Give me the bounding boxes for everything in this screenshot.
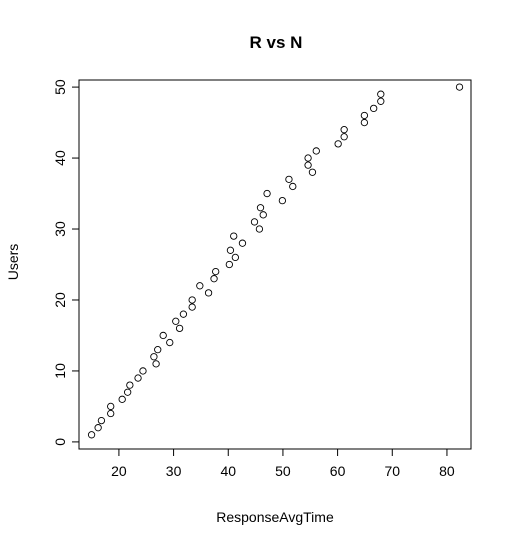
- data-point: [377, 97, 385, 105]
- data-point: [124, 388, 132, 396]
- data-point: [278, 196, 287, 205]
- data-point: [188, 296, 196, 304]
- data-point: [134, 374, 142, 382]
- x-tick-label: 20: [111, 463, 127, 479]
- data-point: [188, 303, 196, 311]
- data-point: [255, 225, 264, 233]
- data-point: [166, 338, 174, 347]
- data-point: [340, 126, 348, 134]
- data-point: [256, 204, 265, 212]
- x-axis: 20 30 40 50 60 70 80: [111, 448, 455, 479]
- chart-title: R vs N: [250, 33, 303, 52]
- data-point: [238, 239, 247, 247]
- data-point: [87, 431, 96, 439]
- x-tick-label: 60: [330, 463, 346, 479]
- data-point: [370, 104, 378, 113]
- data-point: [126, 381, 134, 389]
- y-tick-label: 0: [52, 438, 68, 446]
- data-point: [230, 232, 238, 240]
- data-point: [139, 367, 147, 375]
- data-point: [212, 267, 220, 276]
- data-point: [250, 218, 259, 226]
- data-point: [340, 133, 348, 141]
- x-tick-label: 30: [166, 463, 182, 479]
- y-tick-label: 50: [52, 79, 68, 95]
- data-point: [308, 168, 317, 176]
- data-point: [285, 175, 293, 183]
- x-tick-label: 50: [275, 463, 291, 479]
- y-tick-label: 40: [52, 150, 68, 166]
- data-point: [150, 353, 158, 361]
- data-point: [210, 275, 218, 283]
- data-point: [231, 253, 240, 262]
- data-point: [263, 189, 271, 198]
- data-point: [196, 282, 204, 290]
- data-point: [377, 90, 385, 98]
- y-tick-label: 10: [52, 363, 68, 379]
- data-point: [259, 211, 267, 219]
- data-point: [107, 402, 115, 411]
- data-point: [118, 395, 126, 403]
- data-point: [312, 147, 320, 155]
- data-point: [204, 289, 213, 297]
- x-tick-label: 70: [384, 463, 400, 479]
- plot-frame: [78, 79, 472, 450]
- x-tick-label: 80: [439, 463, 455, 479]
- data-point: [226, 246, 235, 254]
- data-point: [159, 331, 167, 340]
- x-axis-label: ResponseAvgTime: [216, 509, 334, 525]
- y-tick-label: 30: [52, 221, 68, 237]
- data-point: [334, 140, 342, 148]
- y-tick-label: 20: [52, 292, 68, 308]
- data-point: [289, 182, 297, 191]
- y-axis-label: Users: [5, 244, 21, 281]
- data-point: [175, 324, 184, 333]
- data-points: [87, 83, 464, 439]
- data-point: [360, 111, 369, 120]
- data-point: [455, 83, 464, 91]
- x-tick-label: 40: [220, 463, 236, 479]
- data-point: [225, 260, 233, 269]
- data-point: [94, 424, 102, 432]
- data-point: [179, 310, 188, 318]
- data-point: [172, 317, 180, 325]
- data-point: [154, 346, 162, 354]
- y-axis: 0 10 20 30 40 50: [52, 79, 80, 446]
- data-point: [107, 409, 115, 418]
- data-point: [360, 118, 369, 127]
- data-point: [97, 416, 106, 425]
- data-point: [152, 360, 160, 368]
- data-point: [304, 154, 312, 162]
- data-point: [304, 161, 312, 169]
